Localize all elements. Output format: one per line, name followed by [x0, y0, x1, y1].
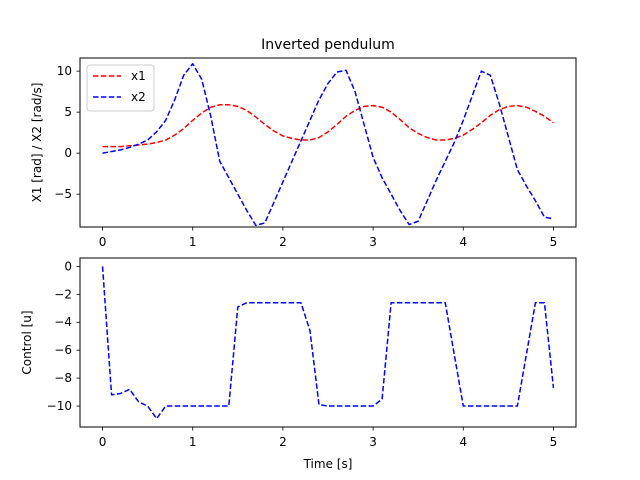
legend: x1 x2 [86, 64, 155, 112]
bottom-plot-frame [79, 257, 577, 428]
top-plot-frame [79, 57, 577, 228]
top-y-tick-label: 10 [57, 64, 72, 78]
x-axis-label: Time [s] [303, 457, 353, 471]
bottom-x-tick-label: 4 [459, 435, 467, 449]
top-x-tick-label: 3 [369, 235, 377, 249]
bottom-y-tick-label: −2 [54, 287, 72, 301]
top-x-tick-label: 1 [189, 235, 197, 249]
legend-x2-label: x2 [131, 90, 146, 104]
top-subplot: Inverted pendulum 0 1 2 3 4 5 −5 0 5 10 X1 [rad] … [30, 37, 577, 249]
top-x-tick-label: 5 [550, 235, 558, 249]
bottom-y-tick-label: 0 [64, 259, 72, 273]
top-series-x2-line [102, 62, 554, 227]
bottom-series-control-line [101, 266, 555, 420]
top-series-group [102, 62, 554, 227]
bottom-y-tick-label: −4 [54, 315, 72, 329]
bottom-x-tick-label: 0 [99, 435, 107, 449]
top-y-tick-label: 0 [64, 146, 72, 160]
top-y-tick-label: −5 [54, 187, 72, 201]
bottom-y-tick-label: −6 [54, 343, 72, 357]
bottom-x-tick-label: 2 [279, 435, 287, 449]
bottom-y-tick-label: −10 [47, 399, 72, 413]
top-x-tick-label: 2 [279, 235, 287, 249]
legend-x1-label: x1 [131, 69, 146, 83]
bottom-x-tick-label: 3 [369, 435, 377, 449]
bottom-x-tick-label: 1 [189, 435, 197, 449]
bottom-x-tick-label: 5 [550, 435, 558, 449]
top-x-tick-label: 0 [99, 235, 107, 249]
top-y-axis-label: X1 [rad] / X2 [rad/s] [30, 83, 44, 203]
top-ticks-group: 0 1 2 3 4 5 −5 0 5 10 [54, 64, 557, 249]
bottom-y-axis-label: Control [u] [20, 310, 34, 374]
bottom-series-group [101, 266, 555, 420]
bottom-y-tick-label: −8 [54, 371, 72, 385]
top-y-tick-label: 5 [64, 105, 72, 119]
chart-title: Inverted pendulum [261, 37, 395, 53]
top-x-tick-label: 4 [459, 235, 467, 249]
bottom-ticks-group: 0 1 2 3 4 5 0 −2 −4 −6 −8 −10 [47, 259, 558, 449]
bottom-subplot: 0 1 2 3 4 5 0 −2 −4 −6 −8 −10 Control [u] Time [s] [20, 257, 577, 471]
top-series-x1-line [102, 104, 554, 148]
